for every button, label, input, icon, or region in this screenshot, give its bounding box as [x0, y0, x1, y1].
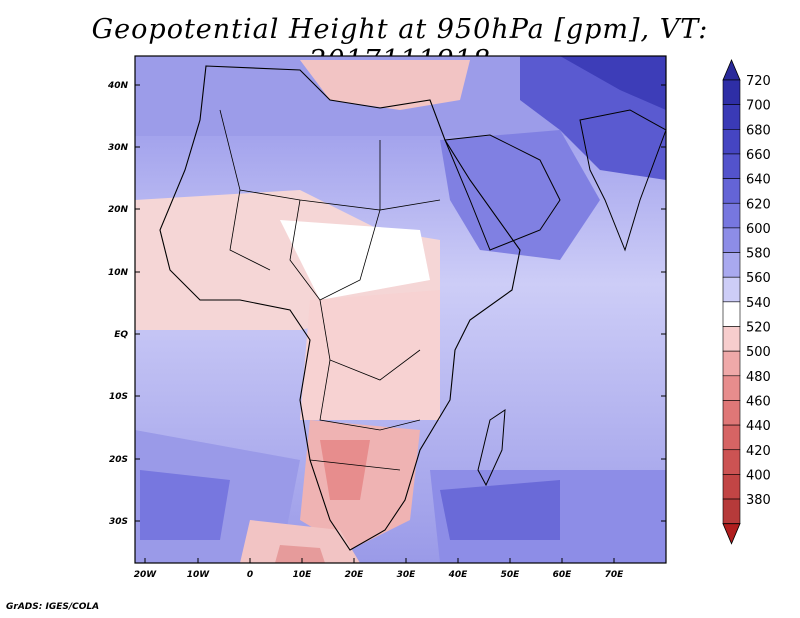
india-outline — [579, 109, 667, 252]
lat-label-10n: 10N — [108, 268, 129, 278]
lon-label-0: 0 — [247, 570, 253, 580]
colorbar-swatch — [722, 474, 741, 500]
colorbar-label: 460 — [746, 394, 771, 409]
colorbar-label: 680 — [746, 123, 771, 138]
lon-label-20e: 20E — [345, 570, 365, 580]
lon-label-40e: 40E — [448, 570, 469, 580]
colorbar-label: 720 — [746, 74, 771, 89]
map-frame — [134, 55, 667, 564]
lon-label-50e: 50E — [501, 570, 521, 580]
lat-ticks — [135, 84, 666, 522]
colorbar-swatch — [722, 498, 741, 524]
africa-coastline — [159, 65, 521, 551]
lon-label-10w: 10W — [187, 570, 211, 580]
colorbar-swatch — [722, 424, 741, 451]
colorbar-swatch — [722, 350, 741, 377]
colorbar-swatch — [722, 79, 741, 105]
colorbar-label: 400 — [746, 468, 771, 483]
lat-label-20n: 20N — [108, 205, 129, 215]
colorbar-swatch — [722, 129, 741, 155]
colorbar-swatch — [722, 202, 741, 229]
colorbar-label: 700 — [746, 99, 771, 114]
lat-label-40n: 40N — [107, 81, 129, 91]
colorbar-swatch — [722, 276, 741, 303]
colorbar-swatch — [722, 104, 741, 130]
colorbar-label: 640 — [746, 173, 771, 188]
colorbar-swatch — [722, 227, 741, 253]
colorbar-label: 600 — [746, 222, 771, 237]
lon-label-60e: 60E — [553, 570, 573, 580]
colorbar-label: 580 — [746, 247, 771, 262]
madagascar-outline — [477, 409, 506, 487]
colorbar-label: 660 — [746, 148, 771, 163]
colorbar-swatch — [722, 375, 741, 401]
colorbar-label: 560 — [746, 271, 771, 286]
colorbar-swatch — [722, 301, 741, 327]
lon-ticks — [144, 558, 615, 563]
lat-label-30s: 30S — [109, 517, 128, 527]
colorbar-swatch — [722, 326, 741, 352]
colorbar-top-arrow — [722, 58, 741, 81]
colorbar-swatch — [722, 252, 741, 278]
colorbar-label: 520 — [746, 321, 771, 336]
lat-label-20s: 20S — [109, 455, 128, 465]
colorbar-label: 440 — [746, 419, 771, 434]
colorbar-swatch — [722, 178, 741, 204]
colorbar-label: 540 — [746, 296, 771, 311]
colorbar-bottom-arrow — [722, 523, 741, 545]
lat-label-10s: 10S — [109, 392, 128, 402]
colorbar: 720 700 680 660 640 620 600 580 560 540 520 500 480 4… — [722, 58, 771, 545]
lon-label-30e: 30E — [397, 570, 417, 580]
colorbar-label: 380 — [746, 493, 771, 508]
colorbar-label: 500 — [746, 345, 771, 360]
colorbar-swatch — [722, 400, 741, 426]
country-borders — [219, 109, 441, 471]
colorbar-swatch — [722, 449, 741, 475]
lat-label-eq: EQ — [114, 330, 128, 340]
lon-label-70e: 70E — [605, 570, 625, 580]
colorbar-label: 620 — [746, 197, 771, 212]
lon-label-20w: 20W — [134, 570, 158, 580]
colorbar-label: 420 — [746, 444, 771, 459]
height-field — [135, 56, 666, 563]
lon-label-10e: 10E — [293, 570, 313, 580]
arabia-outline — [444, 134, 561, 251]
lat-label-30n: 30N — [108, 143, 129, 153]
colorbar-swatch — [722, 153, 741, 179]
colorbar-label: 480 — [746, 370, 771, 385]
footer-credit: GrADS: IGES/COLA — [6, 602, 100, 612]
